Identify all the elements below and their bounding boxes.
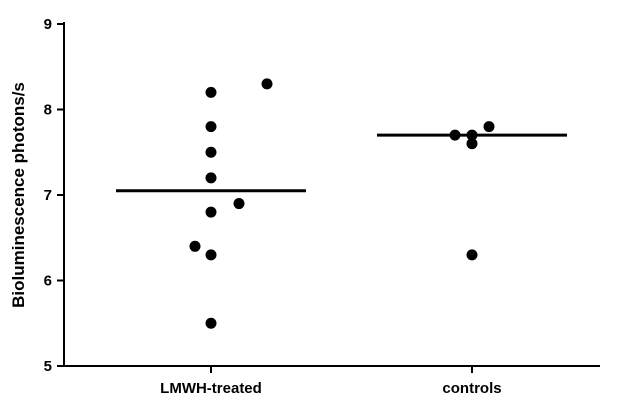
data-point — [449, 129, 461, 141]
data-point — [205, 249, 217, 261]
y-tick-label: 8 — [44, 102, 52, 119]
data-point — [205, 121, 217, 133]
y-ticks: 5 6 7 8 9 — [44, 16, 64, 375]
data-point — [205, 317, 217, 329]
data-point — [205, 206, 217, 218]
data-point — [466, 129, 478, 141]
x-tick-label: LMWH-treated — [160, 380, 262, 397]
y-tick-label: 9 — [44, 16, 52, 33]
median-lines — [116, 133, 567, 193]
x-ticks: LMWH-treated controls — [160, 366, 502, 397]
x-tick-label: controls — [442, 380, 501, 397]
y-tick-label: 7 — [44, 187, 52, 204]
data-point — [261, 78, 273, 90]
data-point — [205, 172, 217, 184]
data-point — [466, 249, 478, 261]
y-axis-title: Bioluminescence photons/s — [9, 82, 28, 308]
data-point — [233, 198, 245, 210]
data-point — [205, 146, 217, 158]
data-point — [189, 240, 201, 252]
y-tick-label: 5 — [44, 358, 52, 375]
data-points — [189, 78, 495, 329]
data-point — [205, 86, 217, 98]
data-point — [466, 138, 478, 150]
data-point — [483, 121, 495, 133]
y-tick-label: 6 — [44, 273, 52, 290]
